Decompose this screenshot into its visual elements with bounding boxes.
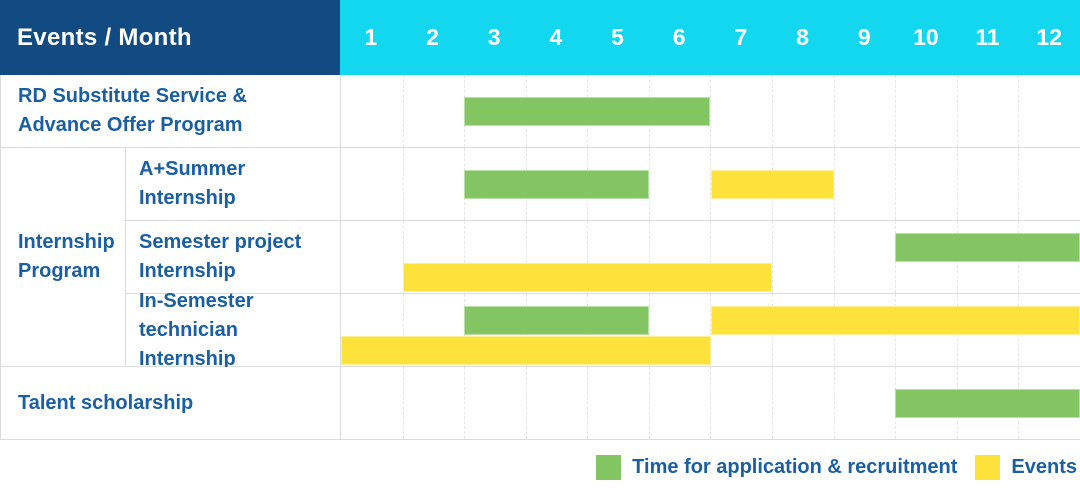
row-label-a-summer-internship: A+Summer Internship (125, 148, 340, 221)
application-bar (895, 233, 1080, 262)
event-bar (710, 306, 1080, 335)
month-gridline (1018, 148, 1080, 220)
events-color-swatch (975, 454, 1001, 480)
row-label-line: In-Semester (139, 289, 254, 312)
month-header-8: 8 (796, 24, 809, 50)
table-header-title-cell: Events / Month (0, 0, 340, 75)
month-gridline (649, 367, 712, 439)
row-label-line: technician Internship (139, 318, 238, 370)
event-bar (710, 170, 834, 199)
event-bar (341, 336, 711, 365)
month-gridline (834, 148, 897, 220)
month-gridline (895, 75, 958, 147)
month-gridline (957, 75, 1020, 147)
chart-row-semester-project-internship (340, 221, 1080, 294)
month-gridline (772, 221, 835, 293)
month-gridline (649, 148, 712, 220)
row-label-in-semester-technician-internship: In-Semester technician Internship (125, 290, 340, 370)
month-gridline (403, 148, 466, 220)
legend: Time for application & recruitment Event… (0, 440, 1080, 494)
month-gridline (526, 367, 589, 439)
month-header-12: 12 (1036, 24, 1063, 50)
group-label-internship-program: Internship Program (0, 148, 125, 367)
legend-item-application: Time for application & recruitment (596, 454, 958, 480)
chart-row-talent-scholarship (340, 367, 1080, 440)
month-gridline (403, 367, 466, 439)
month-gridline (403, 75, 466, 147)
legend-label-events: Events (1011, 455, 1077, 478)
row-label-line: Semester project (139, 231, 302, 253)
month-gridline (587, 367, 650, 439)
group-label-line: Internship (18, 231, 115, 253)
event-bar (402, 263, 773, 292)
legend-label-application: Time for application & recruitment (632, 455, 958, 478)
month-gridline (895, 148, 958, 220)
month-header-6: 6 (672, 24, 686, 50)
row-label-rd-substitute-service-advance-offer-program: RD Substitute Service & Advance Offer Pro… (0, 75, 340, 148)
month-gridline (772, 367, 835, 439)
month-header-7: 7 (734, 24, 748, 50)
month-gridline (834, 367, 897, 439)
month-header-10: 10 (913, 24, 939, 50)
application-color-swatch (596, 454, 622, 480)
application-bar (464, 306, 649, 335)
row-label-semester-project-internship: Semester project Internship (125, 221, 340, 294)
month-header-2: 2 (426, 24, 439, 50)
month-gridline (341, 221, 404, 293)
events-month-title: Events / Month (17, 23, 192, 51)
month-gridline (772, 75, 835, 147)
month-gridline (957, 148, 1020, 220)
chart-row-a-summer-internship (340, 148, 1080, 221)
row-label-line: Internship (139, 187, 236, 209)
month-gridline (464, 367, 527, 439)
month-gridline (341, 367, 404, 439)
month-gridline (711, 75, 774, 147)
month-gridline (341, 148, 404, 220)
row-label-line: Advance Offer Program (18, 114, 243, 136)
month-gridline (834, 75, 897, 147)
row-label-line: A+Summer (139, 158, 246, 180)
month-header-1: 1 (364, 24, 378, 50)
row-label-line: Talent scholarship (18, 391, 194, 414)
month-header-5: 5 (611, 24, 624, 50)
month-gridline (341, 75, 404, 147)
legend-item-events: Events (975, 454, 1077, 480)
row-label-talent-scholarship: Talent scholarship (0, 367, 340, 440)
month-header-3: 3 (487, 24, 501, 50)
group-label-line: Program (18, 260, 101, 282)
chart-row-rd-substitute-service-advance-offer-program (340, 75, 1080, 148)
month-header-9: 9 (857, 24, 871, 50)
month-gridline (1018, 75, 1080, 147)
application-bar (464, 97, 711, 126)
month-header-row: 1 2 3 4 5 6 7 8 9 10 11 12 (340, 0, 1080, 75)
month-header-11: 11 (975, 24, 1000, 50)
application-bar (464, 170, 649, 199)
application-bar (895, 389, 1080, 418)
chart-row-in-semester-technician-internship (340, 294, 1080, 367)
month-header-4: 4 (549, 24, 563, 50)
month-gridline (834, 221, 897, 293)
row-label-line: Internship (139, 260, 236, 282)
row-label-line: RD Substitute Service & (18, 85, 247, 107)
month-gridline (711, 367, 774, 439)
